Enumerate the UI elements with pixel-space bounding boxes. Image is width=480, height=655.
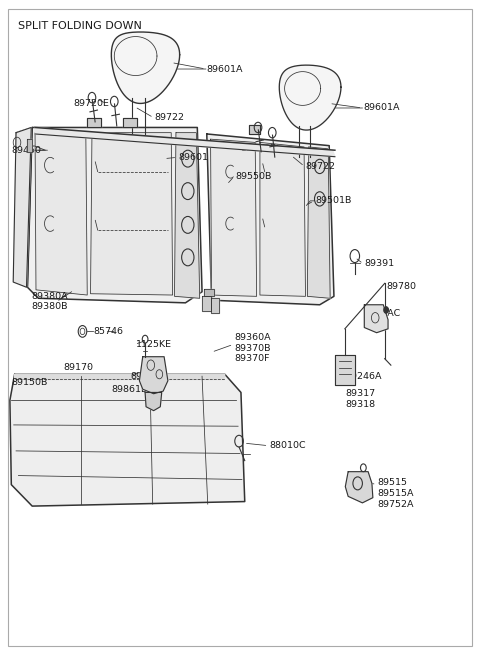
Polygon shape	[260, 142, 305, 296]
Text: 89601A: 89601A	[363, 103, 400, 113]
Text: 1125KE: 1125KE	[136, 340, 172, 349]
Text: 89370F: 89370F	[234, 354, 270, 363]
Polygon shape	[139, 357, 168, 394]
Polygon shape	[27, 139, 32, 152]
Polygon shape	[307, 147, 330, 298]
Text: 89391: 89391	[364, 259, 395, 269]
Polygon shape	[145, 392, 162, 411]
Text: 89515: 89515	[378, 477, 408, 487]
Polygon shape	[249, 125, 260, 134]
Polygon shape	[211, 298, 219, 312]
Polygon shape	[123, 119, 137, 128]
Circle shape	[384, 307, 388, 313]
Polygon shape	[35, 128, 335, 157]
Text: 89720E: 89720E	[240, 144, 276, 153]
Text: 89380A: 89380A	[31, 292, 68, 301]
Text: 89360A: 89360A	[234, 333, 271, 343]
Text: 89450: 89450	[12, 145, 41, 155]
Text: 89246A: 89246A	[345, 371, 382, 381]
Text: 89318: 89318	[345, 400, 375, 409]
Text: 88010C: 88010C	[269, 441, 306, 450]
Polygon shape	[345, 472, 373, 503]
Polygon shape	[207, 134, 334, 305]
Text: 89722: 89722	[155, 113, 185, 122]
Polygon shape	[111, 32, 180, 103]
Text: 89720E: 89720E	[73, 99, 109, 108]
Text: 89601: 89601	[179, 153, 208, 162]
Text: 85746: 85746	[94, 327, 124, 336]
Text: 89601A: 89601A	[207, 65, 243, 73]
Polygon shape	[335, 355, 355, 384]
Polygon shape	[87, 119, 100, 128]
Text: 89780: 89780	[386, 282, 416, 291]
Polygon shape	[91, 133, 173, 295]
Text: 1338AC: 1338AC	[364, 309, 402, 318]
Polygon shape	[175, 133, 200, 298]
Text: SPLIT FOLDING DOWN: SPLIT FOLDING DOWN	[18, 21, 142, 31]
Polygon shape	[279, 65, 341, 130]
Text: 89380B: 89380B	[31, 302, 68, 311]
Polygon shape	[202, 296, 211, 310]
Text: 89722: 89722	[305, 162, 336, 171]
Polygon shape	[16, 128, 32, 288]
Polygon shape	[364, 305, 388, 333]
Polygon shape	[10, 374, 245, 506]
Text: 89170: 89170	[63, 364, 94, 372]
Text: 89710: 89710	[130, 371, 160, 381]
Polygon shape	[13, 128, 31, 288]
Text: 89370B: 89370B	[234, 344, 271, 353]
Text: 89550B: 89550B	[235, 172, 272, 181]
Text: 89150B: 89150B	[12, 378, 48, 387]
Text: 89515A: 89515A	[378, 489, 414, 498]
Text: 89501B: 89501B	[315, 196, 351, 206]
Polygon shape	[27, 128, 202, 303]
Polygon shape	[14, 374, 225, 379]
Polygon shape	[35, 133, 87, 295]
Polygon shape	[204, 289, 214, 296]
Polygon shape	[211, 139, 257, 296]
Text: 89752A: 89752A	[378, 500, 414, 509]
Text: 89317: 89317	[345, 389, 375, 398]
Text: 89861B: 89861B	[111, 384, 147, 394]
